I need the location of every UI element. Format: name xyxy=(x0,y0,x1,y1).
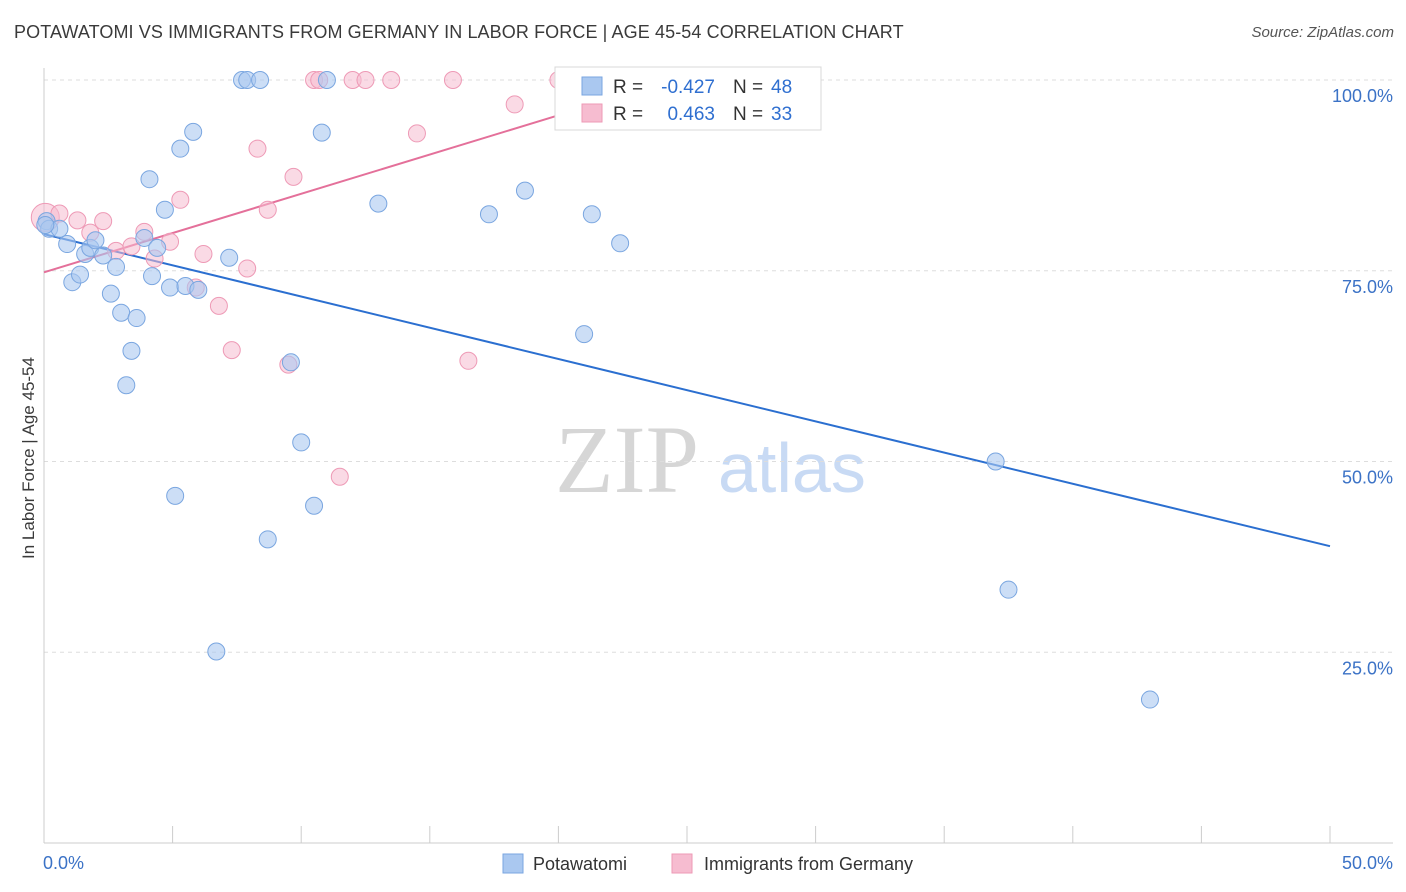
point-germany xyxy=(258,200,277,219)
point-germany xyxy=(238,259,257,278)
series-legend: Potawatomi Immigrants from Germany xyxy=(502,853,913,874)
point-germany xyxy=(222,341,241,360)
point-potawatomi xyxy=(515,181,534,200)
y-axis-label: In Labor Force | Age 45-54 xyxy=(19,357,38,559)
point-germany xyxy=(407,124,426,143)
point-potawatomi xyxy=(148,238,167,257)
bottom-legend-germany: Immigrants from Germany xyxy=(704,854,913,874)
bottom-legend-swatch-blue xyxy=(502,853,524,874)
point-potawatomi xyxy=(369,194,388,213)
point-potawatomi xyxy=(258,530,277,549)
x-tick-label-max: 50.0% xyxy=(1342,853,1393,873)
bottom-legend-potawatomi: Potawatomi xyxy=(533,854,627,874)
series-potawatomi xyxy=(36,71,1159,709)
point-germany xyxy=(459,351,478,370)
point-germany xyxy=(209,296,228,315)
chart-title: POTAWATOMI VS IMMIGRANTS FROM GERMANY IN… xyxy=(14,22,904,42)
axes xyxy=(43,68,1393,844)
point-germany xyxy=(94,212,113,231)
y-tick-labels: 25.0% 50.0% 75.0% 100.0% xyxy=(1332,86,1393,678)
point-potawatomi xyxy=(86,231,105,250)
point-potawatomi xyxy=(479,205,498,224)
point-potawatomi xyxy=(127,309,146,328)
bottom-legend-swatch-pink xyxy=(671,853,693,874)
legend-r-value-1: -0.427 xyxy=(661,77,715,98)
point-potawatomi xyxy=(122,341,141,360)
point-potawatomi xyxy=(575,325,594,344)
point-potawatomi xyxy=(281,353,300,372)
point-potawatomi xyxy=(292,433,311,452)
gridlines xyxy=(44,79,1393,653)
x-tick-label-min: 0.0% xyxy=(43,853,84,873)
point-potawatomi xyxy=(71,265,90,284)
watermark-zip: ZIP xyxy=(555,406,699,513)
point-potawatomi xyxy=(107,257,126,276)
point-potawatomi xyxy=(101,284,120,303)
legend-swatch-blue xyxy=(581,76,603,96)
point-potawatomi xyxy=(135,228,154,247)
point-potawatomi xyxy=(94,246,113,265)
legend-r-label-2: R = xyxy=(613,104,643,125)
legend-r-label-1: R = xyxy=(613,77,643,98)
point-potawatomi xyxy=(112,303,131,322)
point-potawatomi xyxy=(36,215,55,234)
point-potawatomi xyxy=(140,170,159,189)
point-germany xyxy=(505,95,524,114)
y-tick-label-25: 25.0% xyxy=(1342,658,1393,678)
point-germany xyxy=(68,211,87,230)
legend-n-value-1: 48 xyxy=(771,77,792,98)
point-potawatomi xyxy=(312,123,331,142)
point-germany xyxy=(330,467,349,486)
point-potawatomi xyxy=(166,486,185,505)
legend-r-value-2: 0.463 xyxy=(667,104,715,125)
point-potawatomi xyxy=(986,452,1005,471)
legend-n-label-1: N = xyxy=(733,77,763,98)
point-potawatomi xyxy=(582,205,601,224)
point-potawatomi xyxy=(171,139,190,158)
point-potawatomi xyxy=(999,580,1018,599)
legend-n-value-2: 33 xyxy=(771,104,792,125)
point-potawatomi xyxy=(251,71,270,89)
point-germany xyxy=(382,71,401,89)
point-potawatomi xyxy=(189,280,208,299)
point-potawatomi xyxy=(611,234,630,253)
point-potawatomi xyxy=(220,248,239,267)
point-germany xyxy=(122,237,141,256)
correlation-legend: R = -0.427 N = 48 R = 0.463 N = 33 xyxy=(554,66,822,131)
chart-source: Source: ZipAtlas.com xyxy=(1251,24,1394,41)
point-potawatomi xyxy=(117,376,136,395)
point-potawatomi xyxy=(58,235,77,254)
legend-n-label-2: N = xyxy=(733,104,763,125)
point-potawatomi xyxy=(143,267,162,286)
point-potawatomi xyxy=(161,278,180,297)
point-potawatomi xyxy=(155,200,174,219)
point-potawatomi xyxy=(184,122,203,141)
watermark-atlas: atlas xyxy=(718,429,866,507)
point-germany xyxy=(248,139,267,158)
point-germany xyxy=(443,71,462,89)
point-potawatomi xyxy=(207,642,226,661)
point-germany xyxy=(284,167,303,186)
point-germany xyxy=(194,244,213,263)
point-germany xyxy=(356,71,375,89)
point-potawatomi xyxy=(305,496,324,515)
point-germany xyxy=(171,190,190,209)
y-tick-label-100: 100.0% xyxy=(1332,86,1393,106)
point-potawatomi xyxy=(1140,690,1159,709)
trend-line-potawatomi xyxy=(43,233,1331,548)
y-tick-label-75: 75.0% xyxy=(1342,277,1393,297)
legend-swatch-pink xyxy=(581,103,603,123)
y-tick-label-50: 50.0% xyxy=(1342,468,1393,488)
point-potawatomi xyxy=(317,71,336,89)
